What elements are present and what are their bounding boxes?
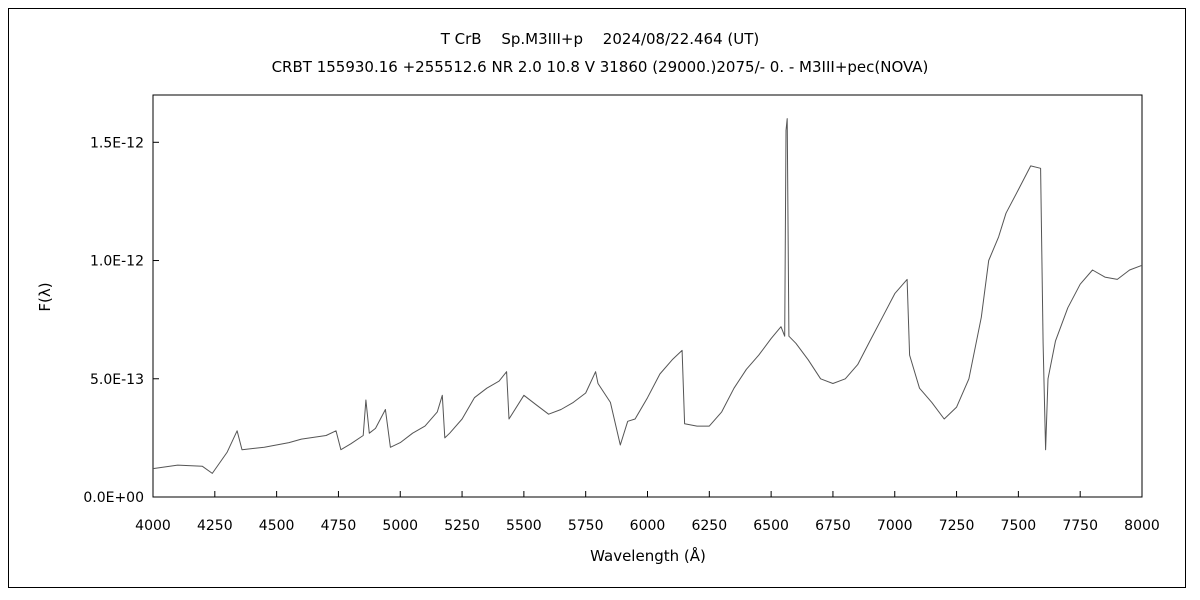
x-tick-label: 6250 (691, 518, 727, 534)
x-tick-label: 6750 (815, 518, 851, 534)
chart-subtitle: CRBT 155930.16 +255512.6 NR 2.0 10.8 V 3… (271, 58, 929, 76)
y-tick-label: 1.5E-12 (90, 135, 144, 151)
spectrum-line (152, 118, 1143, 474)
x-tick-label: 4500 (259, 518, 295, 534)
x-tick-label: 6500 (753, 518, 789, 534)
x-tick-label: 5250 (444, 518, 480, 534)
x-tick-label: 4000 (135, 518, 171, 534)
y-axis: 0.0E+00 5.0E-13 1.0E-12 1.5E-12 (83, 135, 159, 506)
plot-area (152, 94, 1143, 498)
x-tick-label: 4250 (197, 518, 233, 534)
x-tick-label: 7000 (877, 518, 913, 534)
x-tick-label: 8000 (1124, 518, 1160, 534)
x-axis: 4000 4250 4500 4750 5000 5250 5500 5750 6000 6250… (135, 491, 1160, 534)
x-tick-label: 6000 (630, 518, 666, 534)
x-tick-label: 5000 (382, 518, 418, 534)
y-axis-label: F(λ) (36, 282, 54, 311)
chart-frame (8, 8, 1186, 588)
x-axis-label: Wavelength (Å) (590, 546, 706, 565)
x-tick-label: 7750 (1062, 518, 1098, 534)
chart-title: T CrB Sp.M3III+p 2024/08/22.464 (UT) (440, 30, 760, 48)
y-tick-label: 5.0E-13 (90, 372, 144, 388)
x-tick-label: 5750 (568, 518, 604, 534)
x-tick-label: 5500 (506, 518, 542, 534)
y-tick-label: 0.0E+00 (83, 490, 144, 506)
y-tick-label: 1.0E-12 (90, 254, 144, 270)
x-tick-label: 4750 (321, 518, 357, 534)
x-tick-label: 7250 (939, 518, 975, 534)
x-tick-label: 7500 (1001, 518, 1037, 534)
